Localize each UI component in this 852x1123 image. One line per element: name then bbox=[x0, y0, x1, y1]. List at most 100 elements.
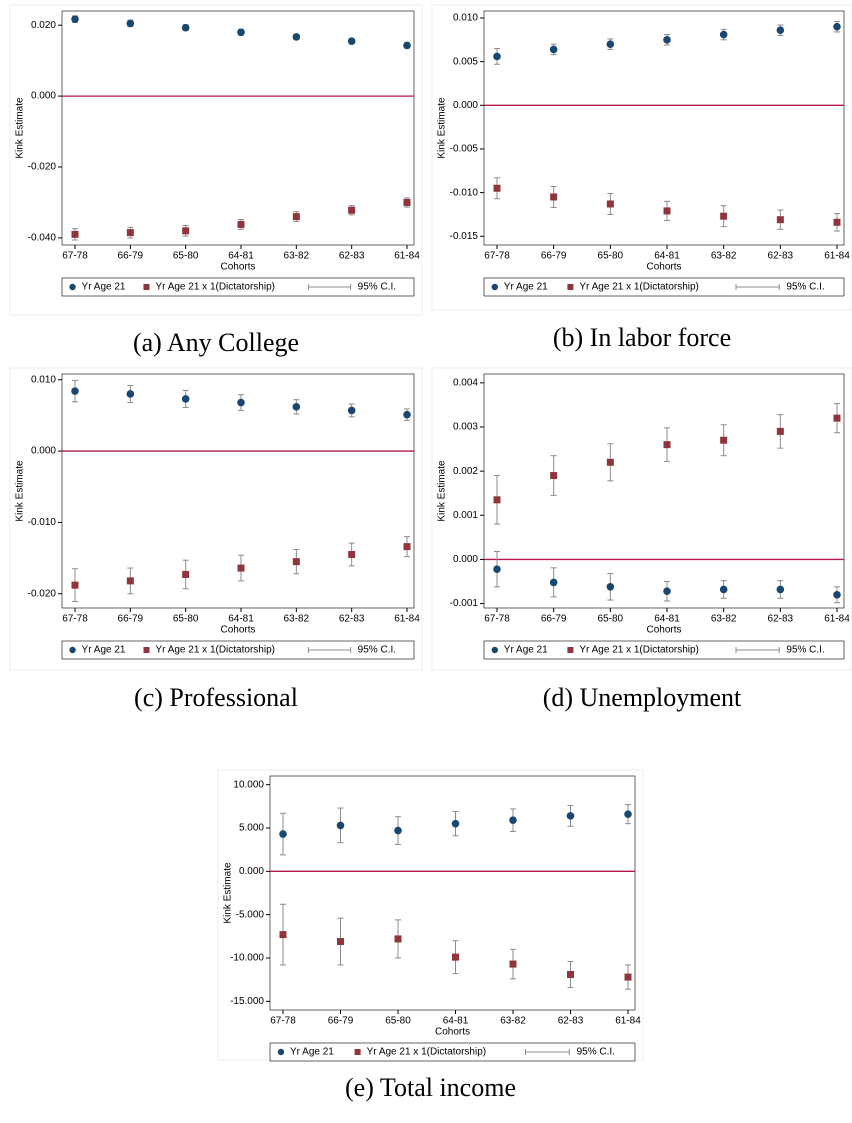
point bbox=[71, 15, 79, 23]
point bbox=[451, 819, 460, 828]
legend-box bbox=[61, 640, 415, 660]
point bbox=[394, 826, 402, 835]
point bbox=[292, 558, 300, 566]
point bbox=[663, 36, 671, 44]
legend-box bbox=[61, 277, 415, 297]
point bbox=[348, 206, 356, 214]
point bbox=[833, 218, 841, 226]
x-axis-label: Cohorts bbox=[646, 262, 681, 273]
y-tick-label: -0.040 bbox=[28, 233, 57, 244]
x-tick-label: 65-80 bbox=[598, 251, 624, 262]
x-tick-label: 65-80 bbox=[173, 614, 199, 625]
point bbox=[566, 812, 575, 820]
point bbox=[549, 45, 558, 54]
point bbox=[776, 216, 784, 224]
y-tick-label: -0.020 bbox=[28, 588, 57, 599]
point bbox=[663, 441, 671, 449]
x-tick-label: 64-81 bbox=[228, 614, 254, 625]
plot-area bbox=[483, 373, 845, 609]
x-tick-label: 64-81 bbox=[228, 251, 254, 262]
panel: -0.015 -0.010 -0.005 0.000 0.005 0.010 67-78 66… bbox=[431, 4, 852, 352]
point bbox=[347, 37, 356, 45]
plot-area bbox=[61, 10, 415, 246]
legend-marker bbox=[143, 647, 150, 653]
point bbox=[126, 229, 134, 237]
point bbox=[237, 564, 245, 572]
y-tick-label: 10.000 bbox=[233, 779, 264, 790]
point bbox=[348, 550, 356, 558]
x-tick-label: 61-84 bbox=[615, 1016, 641, 1027]
point bbox=[336, 821, 345, 830]
legend-label: 95% C.I. bbox=[358, 645, 396, 656]
point bbox=[833, 22, 841, 31]
x-tick-label: 67-78 bbox=[270, 1016, 296, 1027]
caption: (a) Any College bbox=[133, 328, 299, 357]
point bbox=[720, 436, 728, 444]
legend-label: Yr Age 21 x 1(Dictatorship) bbox=[155, 282, 274, 293]
x-tick-label: 67-78 bbox=[62, 614, 88, 625]
legend-label: 95% C.I. bbox=[786, 645, 824, 656]
point bbox=[403, 198, 411, 206]
x-tick-label: 67-78 bbox=[62, 251, 88, 262]
y-axis-label: Kink Estimate bbox=[437, 460, 448, 522]
caption: (d) Unemployment bbox=[543, 683, 742, 712]
point bbox=[509, 960, 517, 968]
y-axis-label: Kink Estimate bbox=[15, 97, 26, 159]
x-tick-label: 62-83 bbox=[339, 614, 365, 625]
x-tick-label: 66-79 bbox=[118, 614, 144, 625]
legend-label: Yr Age 21 x 1(Dictatorship) bbox=[155, 645, 274, 656]
x-tick-label: 61-84 bbox=[394, 251, 420, 262]
point bbox=[493, 52, 501, 61]
legend-label: Yr Age 21 bbox=[290, 1047, 334, 1058]
point bbox=[237, 28, 245, 37]
x-tick-label: 63-82 bbox=[711, 251, 737, 262]
y-tick-label: 0.005 bbox=[453, 56, 478, 67]
x-tick-label: 63-82 bbox=[284, 614, 310, 625]
x-axis-label: Cohorts bbox=[435, 1027, 470, 1038]
panel: -0.001 0.000 0.001 0.002 0.003 0.004 67-78 66-7… bbox=[431, 367, 852, 712]
legend-label: Yr Age 21 x 1(Dictatorship) bbox=[579, 645, 699, 656]
point bbox=[550, 472, 558, 480]
point bbox=[624, 973, 632, 981]
x-tick-label: 66-79 bbox=[328, 1016, 354, 1027]
point bbox=[663, 587, 671, 596]
legend-label: Yr Age 21 bbox=[82, 645, 126, 656]
x-tick-label: 66-79 bbox=[541, 251, 567, 262]
point bbox=[182, 227, 190, 235]
point bbox=[509, 816, 517, 824]
caption: (b) In labor force bbox=[553, 323, 731, 352]
x-tick-label: 67-78 bbox=[484, 251, 510, 262]
panel: -15.000 -10.000 -5.000 0.000 5.000 10.000 67-7… bbox=[217, 769, 644, 1102]
point bbox=[347, 406, 356, 415]
legend-box bbox=[483, 640, 845, 660]
point bbox=[71, 387, 79, 395]
y-tick-label: -0.001 bbox=[450, 598, 479, 609]
point bbox=[833, 590, 841, 599]
x-axis-label: Cohorts bbox=[220, 262, 255, 273]
legend-label: Yr Age 21 bbox=[82, 282, 126, 293]
point bbox=[719, 585, 728, 594]
y-tick-label: -0.010 bbox=[450, 187, 479, 198]
legend-marker bbox=[277, 1048, 285, 1056]
x-tick-label: 65-80 bbox=[598, 614, 624, 625]
point bbox=[776, 585, 785, 594]
legend-label: 95% C.I. bbox=[358, 282, 396, 293]
caption: (c) Professional bbox=[134, 683, 298, 712]
y-tick-label: 0.002 bbox=[453, 466, 478, 477]
point bbox=[403, 41, 411, 50]
legend-label: Yr Age 21 x 1(Dictatorship) bbox=[367, 1047, 487, 1058]
point bbox=[279, 931, 287, 939]
y-tick-label: 0.000 bbox=[31, 446, 56, 457]
legend-marker bbox=[143, 284, 150, 290]
y-tick-label: 0.004 bbox=[453, 377, 478, 388]
x-tick-label: 67-78 bbox=[484, 614, 510, 625]
point bbox=[452, 953, 459, 961]
x-tick-label: 61-84 bbox=[394, 614, 420, 625]
point bbox=[606, 40, 615, 48]
plot-area bbox=[269, 775, 636, 1011]
panel: -0.040 -0.020 0.000 0.020 67-78 66-79 65-80 64-… bbox=[9, 4, 423, 357]
y-tick-label: 0.010 bbox=[31, 374, 56, 385]
x-tick-label: 66-79 bbox=[541, 614, 567, 625]
y-tick-label: -10.000 bbox=[230, 953, 264, 964]
